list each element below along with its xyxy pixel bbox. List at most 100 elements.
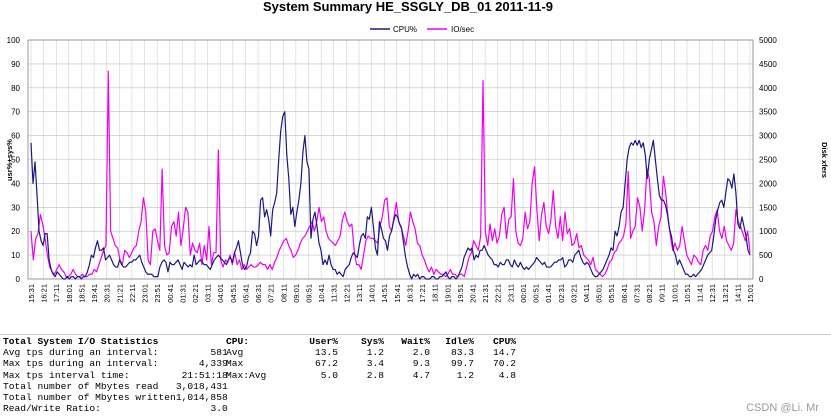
x-tick-label: 16:21 xyxy=(40,284,49,303)
x-tick-label: 04:51 xyxy=(229,284,238,303)
y-tick-label-left: 80 xyxy=(11,84,20,93)
x-tick-label: 09:51 xyxy=(305,284,314,303)
x-tick-label: 12:21 xyxy=(342,284,351,303)
io-stat-label: Read/Write Ratio: xyxy=(3,403,101,415)
x-tick-label: 16:31 xyxy=(405,284,414,303)
table-cell: 1.2 xyxy=(366,347,384,359)
x-tick-label: 14:01 xyxy=(368,284,377,303)
table-cell: 83.3 xyxy=(450,347,474,359)
x-tick-label: 09:01 xyxy=(292,284,301,303)
y-tick-label-right: 0 xyxy=(759,275,764,284)
table-row: Max:Avg 5.0 2.8 4.7 1.2 4.8 xyxy=(226,370,516,381)
x-tick-label: 01:41 xyxy=(544,284,553,303)
x-tick-label: 11:31 xyxy=(330,284,339,302)
chart-title: System Summary HE_SSGLY_DB_01 2011-11-9 xyxy=(263,0,553,14)
x-tick-label: 23:11 xyxy=(506,284,515,302)
x-tick-label: 23:01 xyxy=(141,284,150,303)
watermark-text: CSDN @Li. Mr xyxy=(746,402,819,414)
io-stat-value: 4,339 xyxy=(198,358,228,370)
x-tick-label: 07:31 xyxy=(632,284,641,303)
x-tick-label: 14:11 xyxy=(733,284,742,302)
x-tick-label: 12:31 xyxy=(708,284,717,303)
y-tick-label-right: 3500 xyxy=(759,108,777,117)
x-tick-label: 19:41 xyxy=(90,284,99,303)
table-header-row: CPU: User% Sys% Wait% Idle% CPU% xyxy=(226,336,516,347)
y-tick-label-right: 2000 xyxy=(759,179,777,188)
x-tick-label: 15:01 xyxy=(746,284,755,303)
table-cell: Max:Avg xyxy=(226,369,267,381)
column-header: Idle% xyxy=(445,336,474,347)
x-tick-label: 04:11 xyxy=(582,284,591,302)
x-tick-label: 00:01 xyxy=(519,284,528,303)
cpu-statistics-table: CPU: User% Sys% Wait% Idle% CPU% Avg 13.… xyxy=(226,336,516,381)
x-tick-label: 02:31 xyxy=(557,284,566,303)
table-cell: 4.7 xyxy=(412,369,430,381)
io-stat-value: 1,014,858 xyxy=(175,392,228,404)
x-tick-label: 07:21 xyxy=(267,284,276,303)
io-stat-label: Avg tps during an interval: xyxy=(3,347,159,359)
table-row: Total number of Mbytes written 1,014,858 xyxy=(3,392,228,403)
y-tick-label-left: 20 xyxy=(11,227,20,236)
y-tick-label-left: 50 xyxy=(11,156,20,165)
column-header: Sys% xyxy=(360,336,384,347)
table-cell: 4.8 xyxy=(498,369,516,381)
io-stat-value: 581 xyxy=(210,347,228,359)
x-tick-label: 18:11 xyxy=(431,284,440,302)
y-tick-label-left: 10 xyxy=(11,251,20,260)
x-tick-label: 06:31 xyxy=(254,284,263,303)
y-tick-label-left: 30 xyxy=(11,203,20,212)
x-tick-label: 21:31 xyxy=(481,284,490,303)
table-row: Max tps interval time: 21:51:18 xyxy=(3,370,228,381)
y-tick-label-right: 2500 xyxy=(759,156,777,165)
x-tick-label: 18:01 xyxy=(65,284,74,303)
y-tick-label-right: 1500 xyxy=(759,203,777,212)
x-tick-label: 08:21 xyxy=(645,284,654,303)
y-tick-label-right: 5000 xyxy=(759,36,777,45)
x-tick-label: 06:41 xyxy=(620,284,629,303)
column-header: CPU: xyxy=(226,336,250,347)
table-row: Max 67.2 3.4 9.3 99.7 70.2 xyxy=(226,358,516,369)
column-header: Wait% xyxy=(401,336,430,347)
table-cell: Avg xyxy=(226,347,244,359)
x-tick-label: 10:01 xyxy=(670,284,679,303)
x-tick-label: 20:31 xyxy=(103,284,112,303)
x-tick-label: 22:11 xyxy=(128,284,137,302)
table-cell: 3.4 xyxy=(366,358,384,370)
x-tick-label: 10:51 xyxy=(683,284,692,303)
io-stat-value: 3.0 xyxy=(210,403,228,415)
io-stat-label: Total number of Mbytes written xyxy=(3,392,176,404)
x-tick-label: 23:51 xyxy=(153,284,162,303)
x-tick-label: 19:01 xyxy=(443,284,452,303)
x-tick-label: 21:21 xyxy=(115,284,124,303)
x-tick-label: 11:41 xyxy=(696,284,705,302)
y-tick-label-left: 60 xyxy=(11,132,20,141)
x-tick-label: 19:51 xyxy=(456,284,465,303)
x-tick-label: 09:11 xyxy=(658,284,667,302)
y-axis-right-label: Disk xfers xyxy=(820,142,829,178)
table-cell: 1.2 xyxy=(456,369,474,381)
x-tick-label: 04:01 xyxy=(216,284,225,303)
x-tick-label: 01:31 xyxy=(178,284,187,303)
chart-legend: CPU% IO/sec xyxy=(370,25,474,34)
y-tick-label-left: 40 xyxy=(11,179,20,188)
io-stat-label: Max tps interval time: xyxy=(3,369,130,381)
table-cell: 67.2 xyxy=(314,358,338,370)
table-cell: 13.5 xyxy=(314,347,338,359)
x-tick-label: 22:21 xyxy=(494,284,503,303)
io-stat-label: Max tps during an interval: xyxy=(3,358,159,370)
y-axis-left-label: usr%+sys% xyxy=(5,139,14,181)
table-row: Total number of Mbytes read 3,018,431 xyxy=(3,381,228,392)
x-tick-label: 18:51 xyxy=(77,284,86,303)
y-tick-label-left: 0 xyxy=(16,275,21,284)
io-stat-label: Total number of Mbytes read xyxy=(3,380,159,392)
x-tick-label: 17:21 xyxy=(418,284,427,303)
x-tick-label: 15:31 xyxy=(27,284,36,303)
io-statistics-table: Total System I/O Statistics Avg tps duri… xyxy=(3,336,228,414)
x-tick-label: 14:51 xyxy=(380,284,389,303)
y-tick-label-left: 70 xyxy=(11,108,20,117)
io-stat-value: 3,018,431 xyxy=(175,380,228,392)
table-row: Avg tps during an interval: 581 xyxy=(3,347,228,358)
io-stats-title: Total System I/O Statistics xyxy=(3,336,159,347)
y-tick-label-right: 500 xyxy=(759,251,773,260)
divider xyxy=(0,334,831,335)
